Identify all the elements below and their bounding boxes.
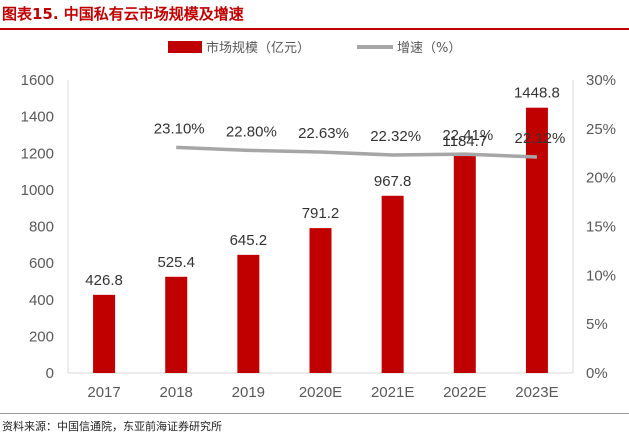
bar <box>309 228 332 373</box>
y-right-tick-label: 20% <box>586 170 616 187</box>
y-left-tick-label: 600 <box>29 255 54 272</box>
x-tick-label: 2020E <box>299 384 342 401</box>
chart-title: 图表15. 中国私有云市场规模及增速 <box>2 5 244 23</box>
y-left-tick-label: 1000 <box>21 182 54 199</box>
bar <box>381 195 404 373</box>
y-right-tick-label: 15% <box>586 219 616 236</box>
legend-bar-swatch <box>168 41 202 53</box>
y-left-tick-label: 200 <box>29 328 54 345</box>
y-left-tick-label: 0 <box>46 365 54 382</box>
line-data-label: 23.10% <box>154 120 205 137</box>
bar-data-label: 1184.7 <box>442 133 487 150</box>
bar <box>237 254 260 373</box>
legend-line-label: 增速（%） <box>397 41 461 56</box>
growth-line <box>176 145 537 159</box>
y-left-tick-label: 400 <box>29 292 54 309</box>
bar-data-label: 426.8 <box>85 272 123 289</box>
line-data-label: 22.63% <box>298 125 349 142</box>
y-right-tick-label: 10% <box>586 267 616 284</box>
line-data-label: 22.12% <box>514 130 565 147</box>
x-tick-label: 2023E <box>515 384 558 401</box>
y-right-tick-label: 25% <box>586 121 616 138</box>
legend-bar-label: 市场规模（亿元） <box>206 40 310 56</box>
x-tick-label: 2017 <box>87 384 120 401</box>
x-tick-label: 2018 <box>160 384 193 401</box>
bar-data-label: 1448.8 <box>514 85 560 102</box>
y-right-tick-label: 5% <box>586 316 608 333</box>
line-data-label: 22.41% <box>442 127 493 144</box>
bar-data-label: 967.8 <box>374 173 412 190</box>
x-tick-label: 2021E <box>371 384 414 401</box>
y-left-tick-label: 1400 <box>21 109 54 126</box>
y-left-tick-label: 1600 <box>21 72 54 89</box>
y-right-tick-label: 0% <box>586 365 608 382</box>
x-tick-label: 2022E <box>443 384 486 401</box>
bar-data-label: 791.2 <box>302 205 340 222</box>
bar <box>165 276 188 373</box>
chart: 0 200 400 600 800 1000 1200 1400 1600 0% 5% 10% 15% 2… <box>21 40 616 401</box>
title-bar: 图表15. 中国私有云市场规模及增速 <box>0 0 629 30</box>
bar-data-label: 645.2 <box>230 232 268 249</box>
x-tick-label: 2019 <box>232 384 265 401</box>
bar-data-label: 525.4 <box>157 254 195 271</box>
y-right-tick-label: 30% <box>586 72 616 89</box>
y-left-tick-label: 1200 <box>21 145 54 162</box>
bar <box>93 294 116 373</box>
source-note: 资料来源：中国信通院，东亚前海证券研究所 <box>2 420 222 433</box>
line-data-label: 22.80% <box>226 123 277 140</box>
line-data-label: 22.32% <box>370 128 421 145</box>
source-bar: 资料来源：中国信通院，东亚前海证券研究所 <box>0 413 629 442</box>
y-left-tick-label: 800 <box>29 219 54 236</box>
bar <box>525 107 548 373</box>
bar <box>453 156 476 373</box>
